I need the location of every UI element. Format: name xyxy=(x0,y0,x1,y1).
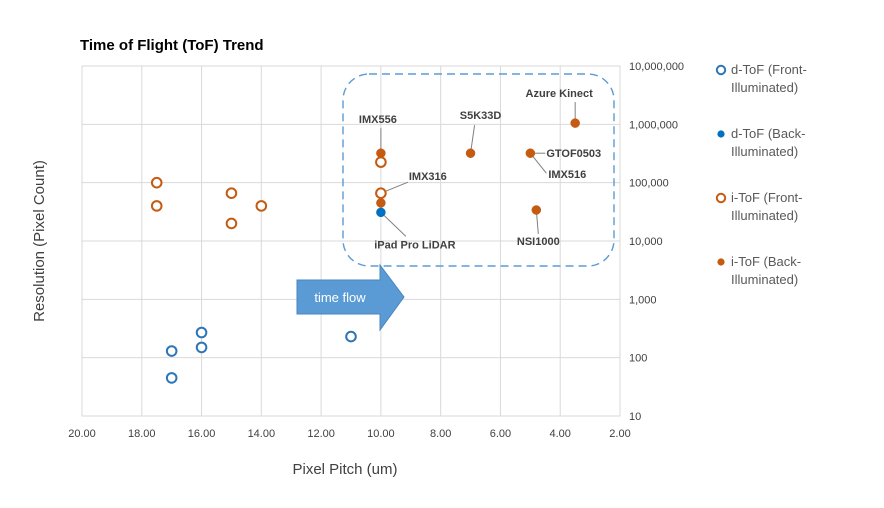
data-point xyxy=(225,187,238,199)
data-point xyxy=(345,330,357,343)
data-point xyxy=(165,372,178,384)
annotation-leader xyxy=(380,211,407,237)
y-tick-label: 10,000 xyxy=(629,236,663,248)
time-flow-label: time flow xyxy=(314,290,366,305)
y-tick-labels: 10,000,000 1,000,000 100,000 10,000 1,000 100… xyxy=(629,61,684,423)
legend-label: i-ToF (Front-Illuminated) xyxy=(731,190,803,223)
time-flow-arrow xyxy=(296,263,405,332)
x-tick-label: 10.00 xyxy=(367,428,395,440)
chart-title: Time of Flight (ToF) Trend xyxy=(80,37,264,54)
annotation-label: IMX316 xyxy=(409,171,447,183)
y-tick-label: 1,000,000 xyxy=(629,119,678,131)
y-tick-label: 100,000 xyxy=(629,178,669,190)
data-point xyxy=(225,217,238,230)
x-tick-label: 20.00 xyxy=(68,428,96,440)
y-tick-label: 10 xyxy=(629,411,641,423)
x-tick-label: 6.00 xyxy=(490,428,511,440)
annotation-label: IMX556 xyxy=(359,114,397,126)
y-tick-label: 100 xyxy=(629,353,647,365)
data-point xyxy=(376,198,386,208)
x-tick-label: 18.00 xyxy=(128,428,156,440)
legend-marker xyxy=(715,192,727,204)
data-point xyxy=(195,341,208,354)
annotation-label: NSI1000 xyxy=(517,236,560,248)
data-point xyxy=(376,207,386,218)
legend-label: d-ToF (Front-Illuminated) xyxy=(731,62,807,95)
y-tick-label: 10,000,000 xyxy=(629,61,684,73)
data-annotations: Azure Kinect S5K33D IMX556 GTOF0503 IMX516 IM… xyxy=(359,88,601,251)
x-tick-label: 14.00 xyxy=(248,428,276,440)
y-axis-label: Resolution (Pixel Count) xyxy=(31,160,48,322)
x-tick-label: 12.00 xyxy=(307,428,335,440)
annotation-leaders xyxy=(380,102,576,237)
legend-marker xyxy=(717,130,725,138)
data-point xyxy=(150,200,163,212)
annotation-label: iPad Pro LiDAR xyxy=(374,239,455,251)
annotation-label: Azure Kinect xyxy=(526,88,594,100)
y-tick-label: 1,000 xyxy=(629,294,657,306)
x-tick-labels: 20.00 18.00 16.00 14.00 12.00 10.00 8.00 6.00 4.… xyxy=(68,428,630,440)
legend-label: i-ToF (Back-Illuminated) xyxy=(731,254,801,287)
x-tick-label: 2.00 xyxy=(609,428,630,440)
annotation-label: IMX516 xyxy=(548,169,586,181)
data-point xyxy=(195,326,208,339)
plot-area xyxy=(81,65,621,417)
data-point xyxy=(376,148,386,158)
data-point xyxy=(255,200,268,212)
legend-marker xyxy=(717,258,725,266)
data-point xyxy=(150,176,163,189)
data-point xyxy=(375,187,387,199)
data-point xyxy=(531,205,542,215)
data-point xyxy=(465,148,476,158)
x-tick-label: 4.00 xyxy=(550,428,571,440)
data-point xyxy=(375,156,387,168)
legend: d-ToF (Front-Illuminated) d-ToF (Back-Ill… xyxy=(715,62,807,287)
data-points xyxy=(150,118,580,384)
annotation-label: S5K33D xyxy=(460,110,502,122)
x-tick-label: 16.00 xyxy=(188,428,216,440)
data-point xyxy=(570,118,580,128)
x-axis-label: Pixel Pitch (um) xyxy=(292,461,397,478)
legend-marker xyxy=(715,64,727,76)
data-point xyxy=(525,148,536,158)
data-point xyxy=(165,345,178,357)
legend-label: d-ToF (Back-Illuminated) xyxy=(731,126,805,159)
annotation-label: GTOF0503 xyxy=(546,148,601,160)
x-tick-label: 8.00 xyxy=(430,428,451,440)
highlight-region xyxy=(342,73,615,267)
